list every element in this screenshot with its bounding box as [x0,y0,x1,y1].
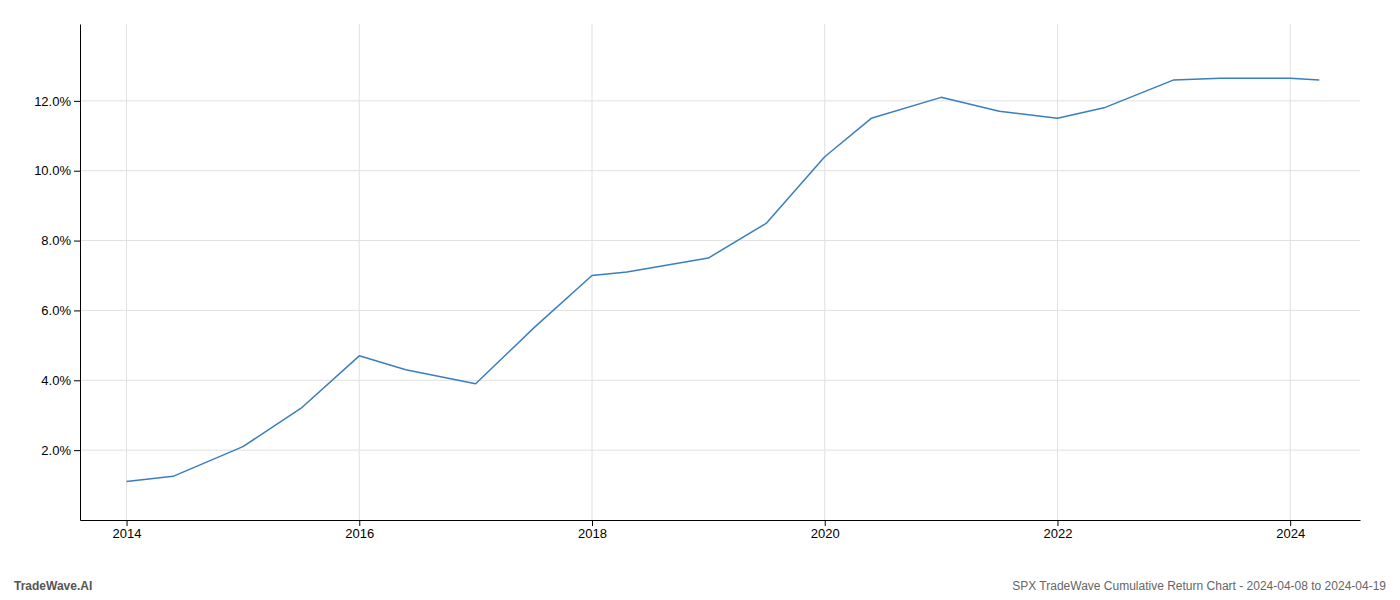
x-tick-label: 2014 [113,526,142,541]
grid-line [592,24,593,520]
footer-right: SPX TradeWave Cumulative Return Chart - … [1012,579,1386,593]
grid-line [80,450,1360,451]
grid-line [80,310,1360,311]
grid-line [80,240,1360,241]
y-tick: 2.0% [41,443,80,458]
marks [127,78,1320,481]
grid-line [80,100,1360,101]
grid-line [126,24,127,520]
x-tick-mark [592,520,593,526]
grid-line [1290,24,1291,520]
x-axis: 2014 2016 2018 2020 2022 2024 [81,520,1361,541]
y-tick-mark [74,450,80,451]
y-tick-label: 8.0% [41,233,71,248]
x-tick-label: 2018 [578,526,607,541]
y-axis-line [80,25,81,521]
x-tick: 2014 [113,520,142,541]
grid-line [1057,24,1058,520]
grid-line [80,170,1360,171]
grid-line [80,380,1360,381]
y-axis: 2.0% 4.0% 6.0% 8.0% 10.0% 12.0% [34,25,80,521]
x-tick-mark [825,520,826,526]
line [127,78,1320,481]
chart: 2014 2016 2018 2020 2022 2024 2.0% 4.0% 6.0% 8.0%… [0,0,1400,600]
y-tick-mark [74,380,80,381]
y-tick-label: 2.0% [41,443,71,458]
x-tick: 2018 [578,520,607,541]
grid-line [359,24,360,520]
y-tick: 12.0% [34,94,80,109]
y-tick: 10.0% [34,163,80,178]
x-tick-label: 2024 [1276,526,1305,541]
grid [80,24,1360,520]
x-tick: 2016 [345,520,374,541]
y-tick-label: 6.0% [41,303,71,318]
plot-area: 2014 2016 2018 2020 2022 2024 2.0% 4.0% 6.0% 8.0%… [34,24,1360,541]
x-tick: 2024 [1276,520,1305,541]
y-tick-label: 4.0% [41,373,71,388]
x-tick-mark [127,520,128,526]
grid-line [824,24,825,520]
x-tick-mark [1057,520,1058,526]
y-tick: 6.0% [41,303,80,318]
y-tick-mark [74,171,80,172]
y-tick-mark [74,310,80,311]
x-tick-label: 2022 [1043,526,1072,541]
x-tick: 2020 [811,520,840,541]
x-axis-line [81,520,1361,521]
x-tick-label: 2020 [811,526,840,541]
x-tick-mark [1290,520,1291,526]
y-tick-label: 10.0% [34,163,71,178]
y-tick-mark [74,101,80,102]
footer-left: TradeWave.AI [14,579,92,593]
y-tick-label: 12.0% [34,94,71,109]
x-tick: 2022 [1043,520,1072,541]
x-tick-label: 2016 [345,526,374,541]
x-tick-mark [359,520,360,526]
y-tick: 8.0% [41,233,80,248]
y-tick-mark [74,241,80,242]
y-tick: 4.0% [41,373,80,388]
